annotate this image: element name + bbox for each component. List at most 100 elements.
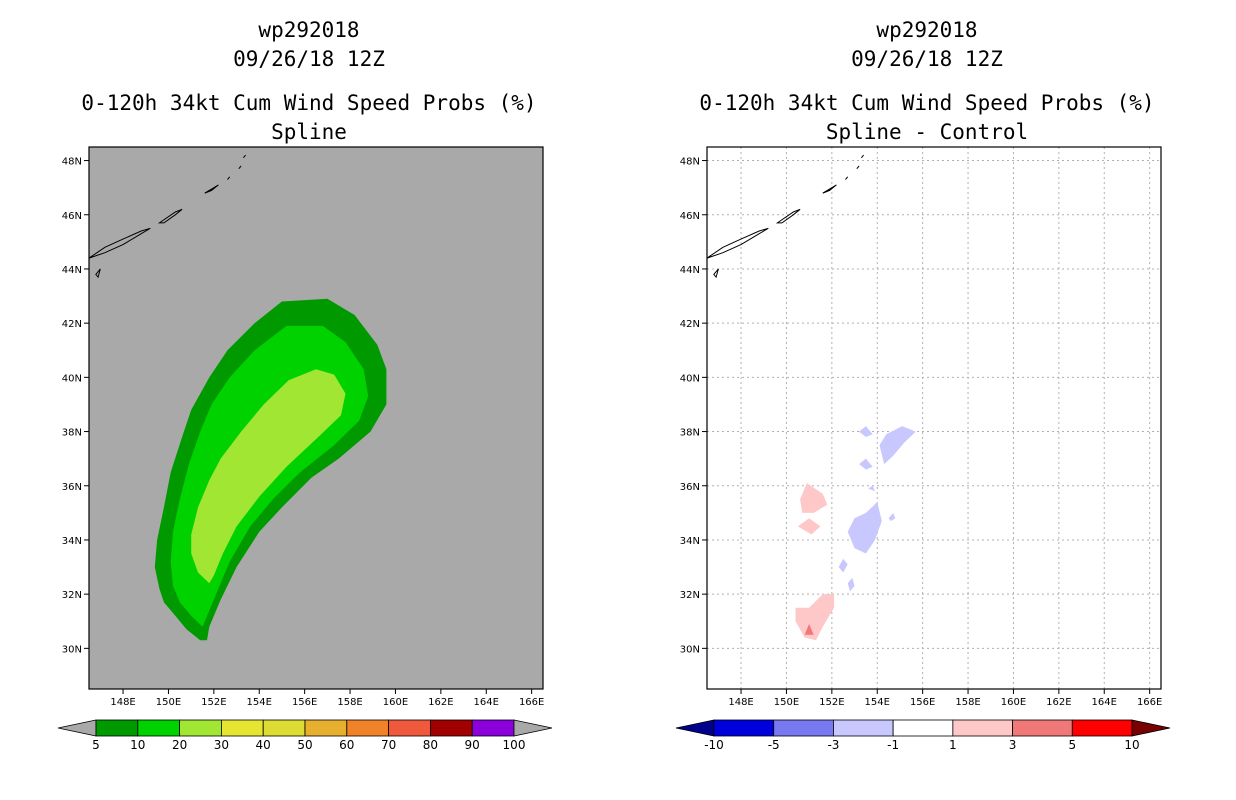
colorbar-swatch — [471, 719, 515, 737]
colorbar-label: 10 — [130, 738, 145, 752]
y-tick-label: 38N — [680, 428, 700, 439]
y-tick-label: 44N — [680, 265, 700, 276]
contour-level--3to-1 — [847, 577, 855, 592]
contour-level-1-3 — [795, 594, 835, 641]
x-tick-label: 152E — [201, 697, 226, 708]
colorbar-label: -10 — [704, 738, 724, 752]
x-tick-label: 150E — [156, 697, 181, 708]
x-tick-label: 156E — [910, 697, 935, 708]
right-datetime: 09/26/18 12Z — [851, 47, 1003, 71]
contour-level--3to-1 — [838, 558, 848, 573]
left-datetime: 09/26/18 12Z — [233, 47, 385, 71]
y-tick-label: 40N — [62, 373, 82, 384]
colorbar-label: 5 — [1068, 738, 1076, 752]
colorbar-label: 50 — [297, 738, 312, 752]
contour-level--3to-1 — [868, 485, 875, 492]
contour-level--3to-1 — [888, 512, 896, 521]
x-tick-label: 158E — [955, 697, 980, 708]
y-tick-label: 48N — [680, 157, 700, 168]
island-outline — [204, 184, 219, 194]
colorbar-swatch — [304, 719, 348, 737]
colorbar-end-right — [1131, 719, 1171, 737]
contour-level--3to-1 — [859, 458, 873, 470]
island-outline — [775, 208, 801, 224]
colorbar-label: 70 — [381, 738, 396, 752]
contour-level--3to-1 — [847, 502, 882, 554]
y-tick-label: 34N — [680, 536, 700, 547]
x-tick-label: 162E — [428, 697, 453, 708]
colorbar-end-right — [513, 719, 553, 737]
x-tick-label: 152E — [819, 697, 844, 708]
left-colorbar: 5 10 20 30 40 50 60 70 80 90 100 — [57, 719, 553, 752]
colorbar-label: 20 — [172, 738, 187, 752]
colorbar-label: -5 — [768, 738, 780, 752]
colorbar-swatch — [220, 719, 264, 737]
right-subtitle: Spline - Control — [825, 120, 1029, 144]
contour-level-1-3 — [800, 483, 828, 513]
y-tick-label: 38N — [62, 428, 82, 439]
colorbar-swatch — [1012, 719, 1073, 737]
x-tick-label: 148E — [110, 697, 135, 708]
y-tick-label: 44N — [62, 265, 82, 276]
x-tick-label: 166E — [1137, 697, 1162, 708]
colorbar-label: 80 — [423, 738, 438, 752]
colorbar-swatch — [833, 719, 894, 737]
right-map-panel: 148E 150E 152E 154E 156E 158E 160E 162E 164E 166E… — [680, 146, 1162, 708]
y-tick-label: 48N — [62, 157, 82, 168]
x-tick-label: 150E — [774, 697, 799, 708]
colorbar-swatch — [1071, 719, 1133, 737]
y-tick-label: 32N — [680, 590, 700, 601]
colorbar-end-left — [675, 719, 715, 737]
y-tick-label: 40N — [680, 373, 700, 384]
colorbar-end-left — [57, 719, 97, 737]
y-tick-label: 32N — [62, 590, 82, 601]
x-tick-label: 154E — [247, 697, 272, 708]
map-frame — [706, 146, 1162, 690]
left-map-panel: 148E 150E 152E 154E 156E 158E 160E 162E 164E 166E… — [62, 146, 544, 708]
colorbar-label: 3 — [1009, 738, 1017, 752]
colorbar-swatch — [388, 719, 431, 737]
island-outline — [706, 227, 769, 259]
x-tick-label: 148E — [728, 697, 753, 708]
right-storm-id: wp292018 — [876, 18, 978, 42]
y-tick-label: 42N — [62, 319, 82, 330]
colorbar-swatch — [429, 719, 473, 737]
colorbar-label: 1 — [949, 738, 957, 752]
colorbar-swatch — [179, 719, 222, 737]
y-tick-label: 36N — [62, 482, 82, 493]
left-storm-id: wp292018 — [258, 18, 360, 42]
colorbar-swatch — [952, 719, 1013, 737]
colorbar-label: 40 — [256, 738, 271, 752]
right-colorbar: -10 -5 -3 -1 1 3 5 10 — [675, 719, 1171, 752]
colorbar-label: 5 — [92, 738, 100, 752]
x-tick-label: 160E — [1001, 697, 1026, 708]
map-frame — [88, 146, 544, 690]
island-outline — [95, 268, 101, 279]
y-tick-label: 30N — [680, 644, 700, 655]
x-tick-label: 158E — [337, 697, 362, 708]
colorbar-swatch — [262, 719, 306, 737]
y-tick-label: 42N — [680, 319, 700, 330]
right-title: 0-120h 34kt Cum Wind Speed Probs (%) — [699, 91, 1155, 115]
x-tick-label: 154E — [865, 697, 890, 708]
contour-level-3-5 — [804, 624, 814, 635]
island-outline — [227, 176, 231, 180]
colorbar-swatch — [773, 719, 834, 737]
x-tick-label: 162E — [1046, 697, 1071, 708]
y-tick-label: 30N — [62, 644, 82, 655]
y-tick-label: 34N — [62, 536, 82, 547]
colorbar-swatch — [892, 719, 954, 737]
island-outline — [822, 184, 837, 194]
map-background — [707, 147, 1161, 689]
island-outline — [845, 176, 849, 180]
island-outline — [88, 227, 151, 259]
colorbar-label: -3 — [827, 738, 839, 752]
island-outline — [861, 154, 864, 159]
island-outline — [713, 268, 719, 279]
colorbar-label: 100 — [503, 738, 526, 752]
left-title: 0-120h 34kt Cum Wind Speed Probs (%) — [81, 91, 537, 115]
colorbar-swatch — [713, 719, 775, 737]
colorbar-label: 10 — [1124, 738, 1139, 752]
x-tick-label: 164E — [1092, 697, 1117, 708]
